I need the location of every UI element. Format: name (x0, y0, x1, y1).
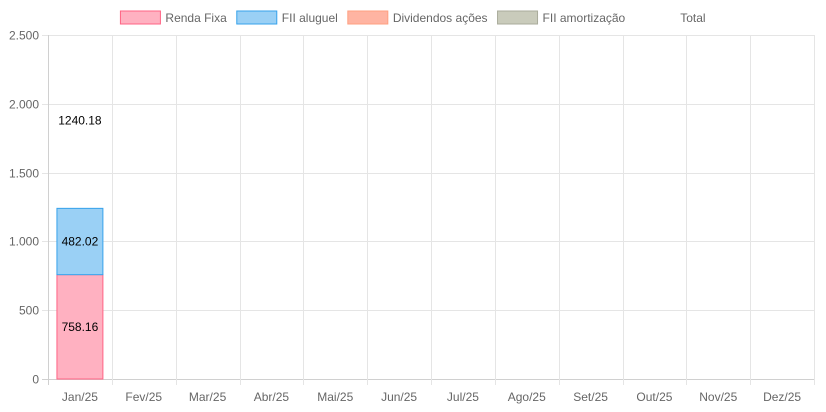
data-label-renda-fixa: 758.16 (62, 320, 99, 334)
y-tick-label: 500 (19, 304, 39, 318)
legend-swatch-fii-aluguel (236, 10, 278, 25)
y-tick-label: 2.500 (9, 29, 39, 43)
x-tick-label: Mai/25 (317, 390, 353, 404)
legend-label-total: Total (680, 11, 705, 25)
legend-item-renda-fixa[interactable]: Renda Fixa (119, 10, 227, 25)
legend-label-renda-fixa: Renda Fixa (165, 11, 227, 25)
legend-label-dividendos-acoes: Dividendos ações (393, 11, 488, 25)
legend-swatch-total (635, 11, 675, 24)
y-tick-label: 1.500 (9, 167, 39, 181)
legend-swatch-dividendos-acoes (347, 10, 389, 25)
x-tick-label: Out/25 (636, 390, 672, 404)
x-tick-label: Set/25 (573, 390, 608, 404)
x-tick-label: Jan/25 (62, 390, 98, 404)
x-tick-label: Nov/25 (699, 390, 737, 404)
legend-item-fii-aluguel[interactable]: FII aluguel (236, 10, 338, 25)
data-labels: 758.16 482.02 1240.18 (58, 113, 102, 333)
legend-item-fii-amortizacao[interactable]: FII amortização (497, 10, 626, 25)
legend-swatch-fii-amortizacao (497, 10, 539, 25)
y-tick-label: 2.000 (9, 98, 39, 112)
legend-item-dividendos-acoes[interactable]: Dividendos ações (347, 10, 488, 25)
legend-swatch-renda-fixa (119, 10, 161, 25)
legend-label-fii-amortizacao: FII amortização (543, 11, 626, 25)
x-tick-label: Mar/25 (189, 390, 227, 404)
legend-label-fii-aluguel: FII aluguel (282, 11, 338, 25)
data-label-total: 1240.18 (58, 113, 102, 127)
x-tick-label: Fev/25 (125, 390, 162, 404)
y-tick-label: 1.000 (9, 235, 39, 249)
x-tick-label: Jun/25 (381, 390, 417, 404)
x-tick-label: Abr/25 (254, 390, 290, 404)
bars (56, 207, 104, 380)
x-tick-label: Jul/25 (447, 390, 479, 404)
legend[interactable]: Renda Fixa FII aluguel Dividendos ações FII… (119, 10, 706, 25)
bar-fii-aluguel-jan-25 (56, 207, 104, 276)
x-tick-label: Ago/25 (508, 390, 546, 404)
y-tick-label: 0 (32, 373, 39, 387)
x-tick-label: Dez/25 (763, 390, 801, 404)
legend-item-total[interactable]: Total (635, 11, 705, 25)
grid (42, 35, 815, 385)
data-label-fii-aluguel: 482.02 (62, 235, 99, 249)
axes: 0 500 1.000 1.500 2.000 2.500 Jan/25 Fev/25 Mar/… (9, 29, 801, 405)
